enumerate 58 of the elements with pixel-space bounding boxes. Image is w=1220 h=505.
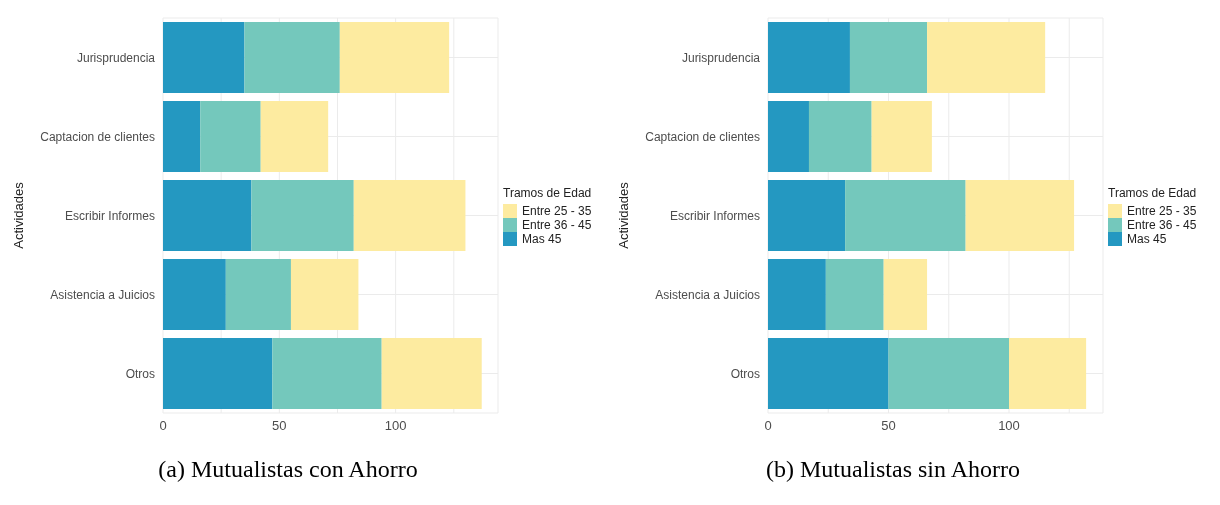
x-tick-label: 100 xyxy=(384,418,407,434)
y-tick-label: Captacion de clientes xyxy=(40,129,155,144)
bar xyxy=(768,21,850,93)
legend-label: Entre 25 - 35 xyxy=(1127,204,1197,218)
y-tick-label: Jurisprudencia xyxy=(76,50,156,65)
bar xyxy=(768,179,846,251)
text: (a) Mutualistas con Ahorro xyxy=(157,456,419,483)
bar xyxy=(353,179,466,251)
y-axis-title: Actividades xyxy=(10,181,26,249)
x-tick-label: 0 xyxy=(159,418,167,434)
bar xyxy=(225,258,291,330)
y-tick-label: Captacion de clientes xyxy=(645,129,760,144)
bar xyxy=(200,100,261,172)
bar xyxy=(768,100,809,172)
x-tick-label: 50 xyxy=(881,418,896,434)
bar xyxy=(272,337,382,409)
legend-title: Tramos de Edad xyxy=(503,186,593,200)
legend-label: Entre 36 - 45 xyxy=(522,218,592,232)
y-tick-label: Escribir Informes xyxy=(64,208,155,223)
bar xyxy=(768,337,889,409)
y-axis-title: Actividades xyxy=(615,181,631,249)
bar xyxy=(251,179,354,251)
y-tick-label: Jurisprudencia xyxy=(681,50,761,65)
bar xyxy=(163,337,273,409)
bar xyxy=(808,100,872,172)
legend-label: Entre 25 - 35 xyxy=(522,204,592,218)
bar xyxy=(163,21,245,93)
bar xyxy=(927,21,1046,93)
bar xyxy=(163,258,226,330)
bar xyxy=(244,21,340,93)
bar xyxy=(965,179,1075,251)
bar xyxy=(1009,337,1087,409)
y-tick-label: Otros xyxy=(730,366,760,381)
bar xyxy=(260,100,329,172)
bar xyxy=(768,258,826,330)
bar xyxy=(290,258,359,330)
legend-label: Mas 45 xyxy=(522,232,562,246)
text: (b) Mutualistas sin Ahorro xyxy=(765,456,1021,483)
bar xyxy=(381,337,482,409)
bar xyxy=(845,179,966,251)
legend-title: Tramos de Edad xyxy=(1108,186,1198,200)
legend-label: Entre 36 - 45 xyxy=(1127,218,1197,232)
x-tick-label: 100 xyxy=(998,418,1020,434)
bar xyxy=(888,337,1010,409)
y-tick-label: Asistencia a Juicios xyxy=(50,287,155,302)
x-tick-label: 0 xyxy=(764,418,772,434)
x-tick-label: 50 xyxy=(272,418,287,434)
bar xyxy=(883,258,928,330)
bar xyxy=(163,100,201,172)
y-tick-label: Otros xyxy=(125,366,155,381)
bar xyxy=(871,100,932,172)
y-tick-label: Asistencia a Juicios xyxy=(655,287,760,302)
bar xyxy=(849,21,928,93)
bar xyxy=(339,21,450,93)
y-tick-label: Escribir Informes xyxy=(669,208,760,223)
bar xyxy=(163,179,252,251)
legend-label: Mas 45 xyxy=(1127,232,1167,246)
bar xyxy=(825,258,884,330)
